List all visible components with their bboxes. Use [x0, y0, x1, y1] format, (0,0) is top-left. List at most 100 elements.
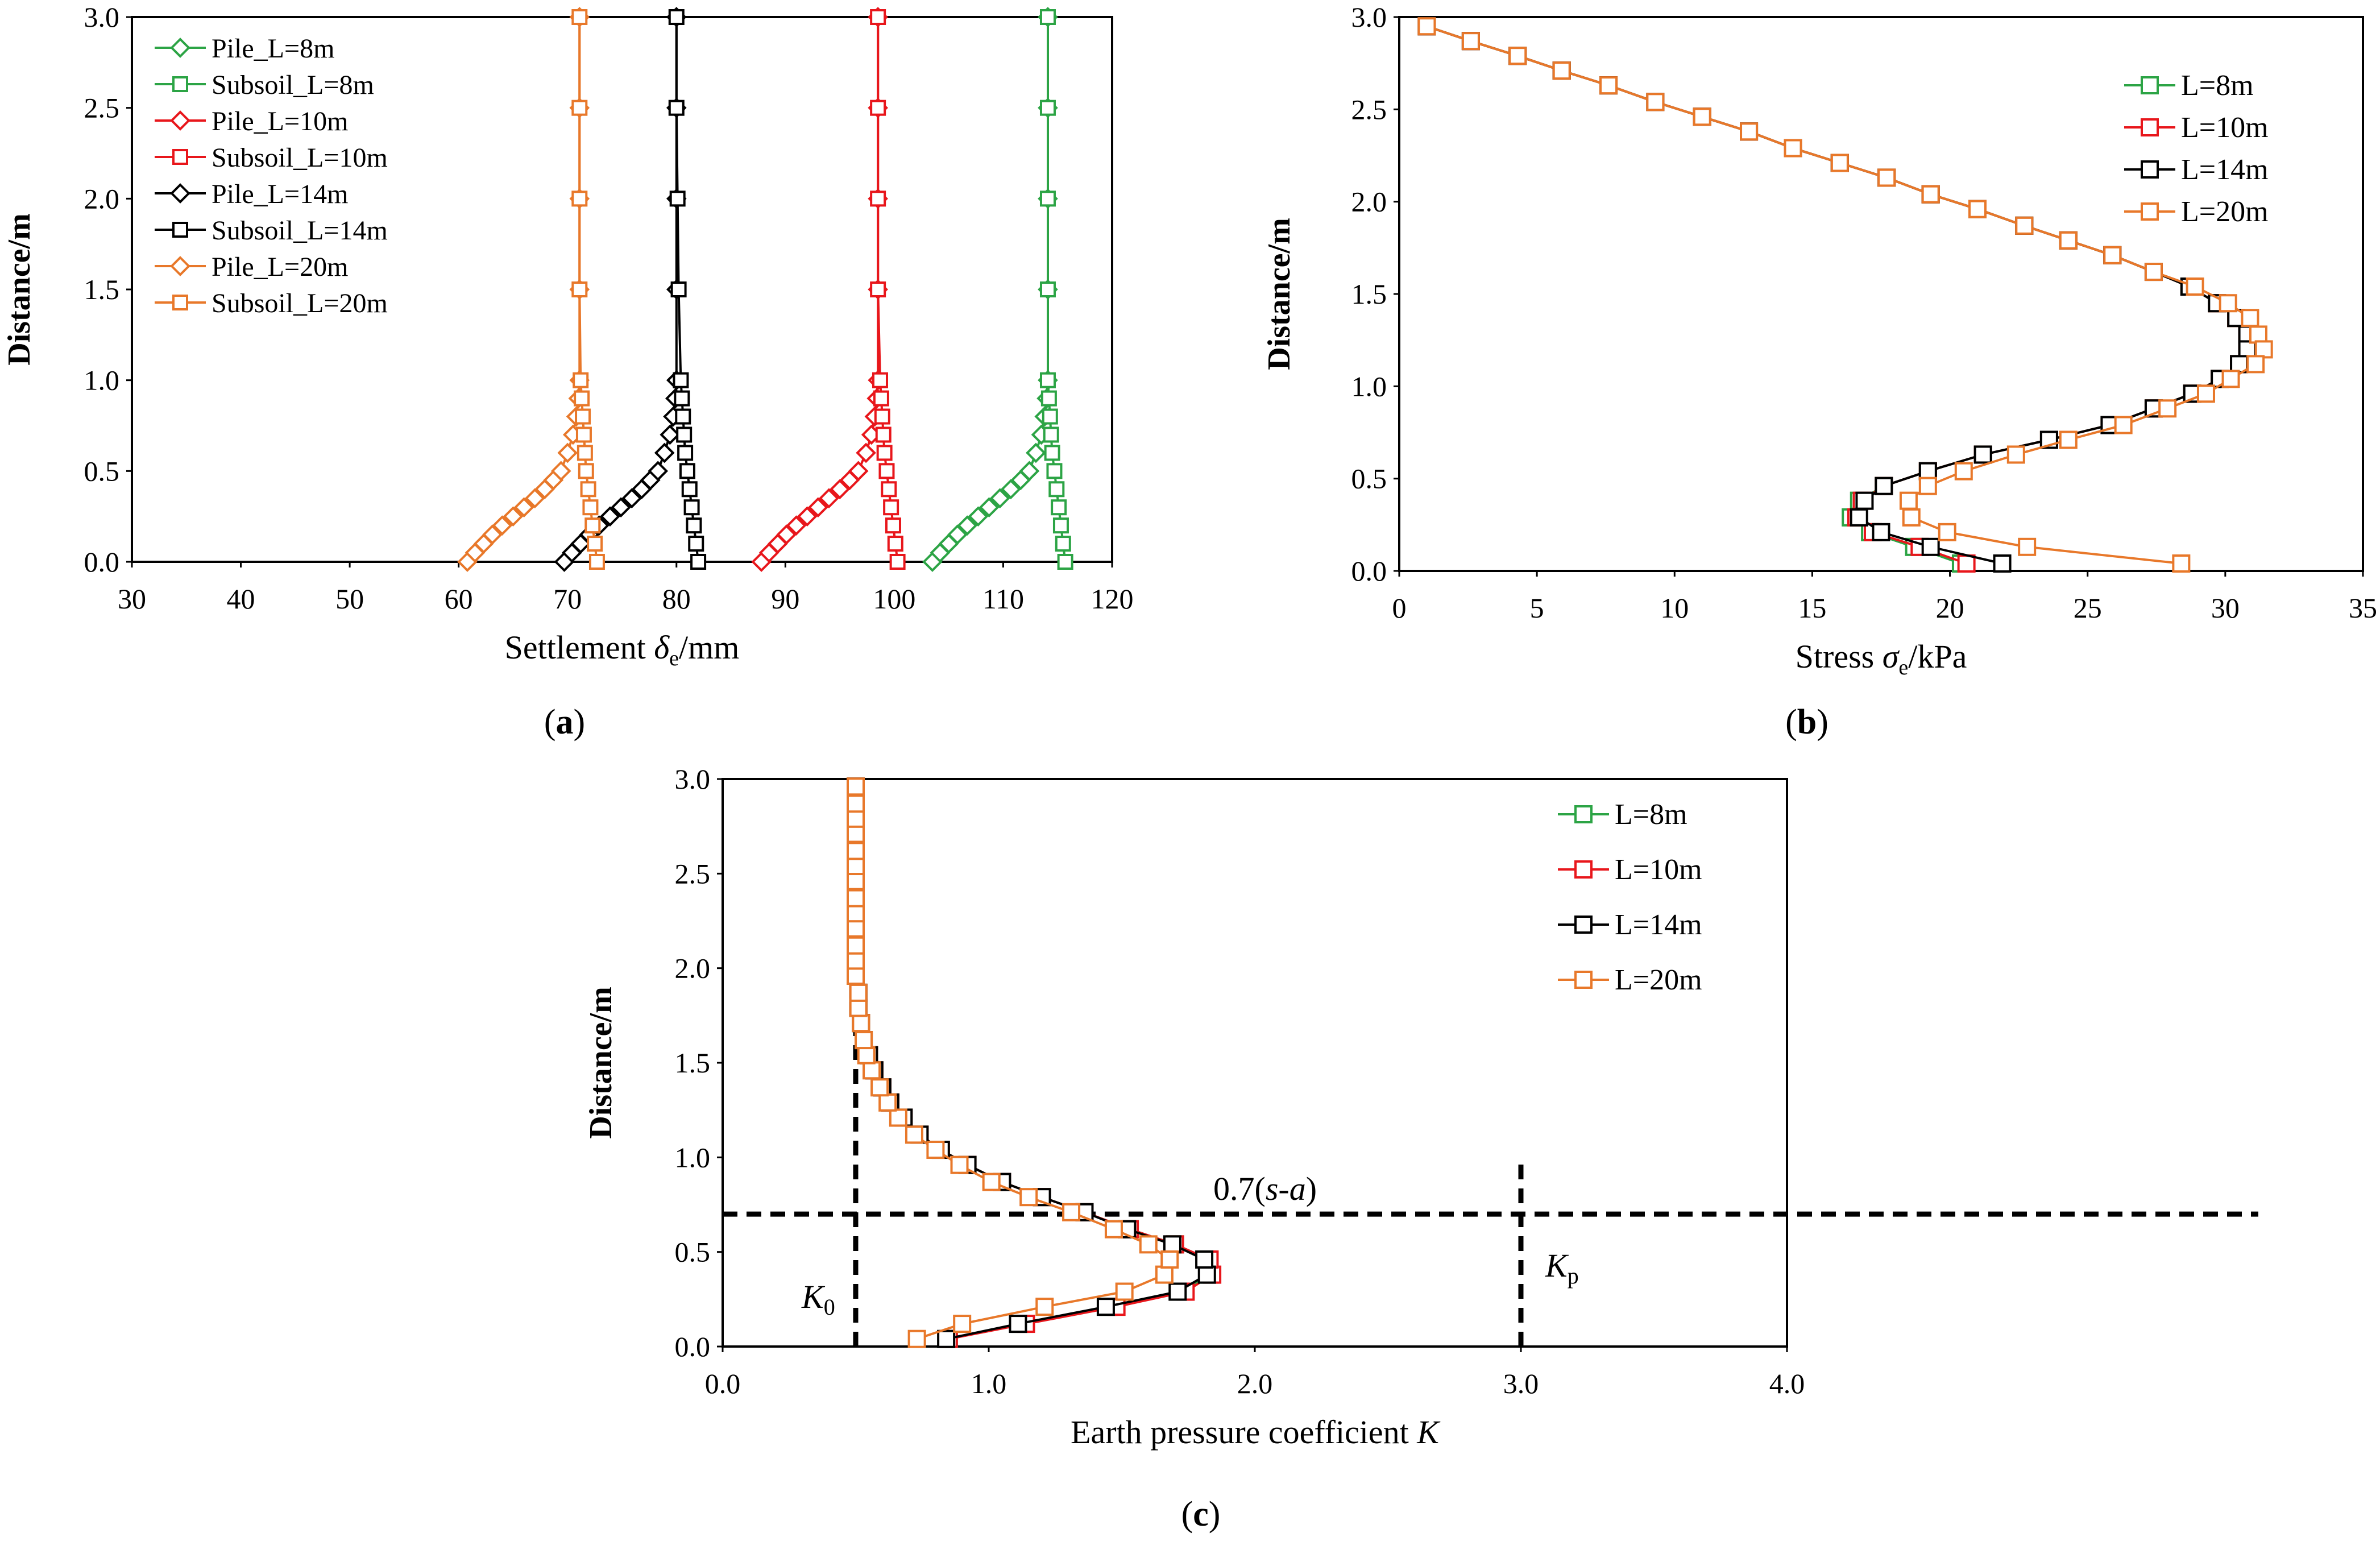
data-point: [1042, 408, 1058, 425]
data-point: [907, 1329, 926, 1348]
data-point: [679, 463, 695, 479]
x-label-unit: /kPa: [1908, 638, 1967, 675]
data-point: [571, 281, 588, 297]
data-point: [847, 889, 865, 908]
data-point: [482, 524, 503, 545]
data-point: [557, 442, 578, 463]
data-point: [855, 1031, 873, 1050]
data-point: [503, 506, 524, 527]
data-point: [849, 983, 868, 1002]
y-tick-label: 0.5: [675, 1236, 711, 1268]
x-tick-label: 100: [873, 583, 915, 615]
legend-marker: [170, 110, 190, 131]
data-point: [1052, 517, 1069, 534]
data-point: [1918, 477, 1937, 495]
panel-label-c: (c): [1181, 1495, 1221, 1534]
legend-marker: [172, 76, 188, 92]
y-tick-label: 3.0: [1351, 1, 1387, 33]
data-point: [2015, 216, 2034, 235]
data-point: [686, 517, 702, 534]
data-point: [575, 408, 591, 425]
legend-marker: [1574, 971, 1593, 989]
data-point: [1993, 554, 2012, 573]
data-point: [688, 536, 704, 552]
data-point: [1784, 139, 1802, 158]
data-point: [950, 1155, 969, 1174]
y-tick-label: 2.5: [675, 858, 711, 889]
legend-marker: [172, 222, 188, 238]
data-point: [1877, 168, 1896, 187]
legend-label: L=8m: [1615, 798, 1687, 831]
legend-item: L=8m: [2124, 69, 2254, 102]
data-point: [673, 372, 689, 388]
data-point: [2186, 277, 2204, 296]
x-axis-label: Earth pressure coefficient K: [1071, 1414, 1441, 1451]
kp-label: Kp: [1545, 1247, 1579, 1289]
data-point: [883, 499, 899, 516]
data-point: [953, 1315, 972, 1333]
data-point: [676, 426, 693, 443]
data-point: [797, 506, 818, 527]
data-point: [968, 506, 989, 527]
data-point: [2114, 416, 2133, 434]
data-point: [669, 190, 686, 207]
data-point: [863, 1061, 881, 1080]
legend-label: Subsoil_L=8m: [212, 70, 374, 100]
data-point: [819, 488, 839, 509]
data-point: [887, 536, 903, 552]
kp-subscript: p: [1568, 1263, 1579, 1289]
data-point: [1039, 190, 1056, 207]
series-pile-l-20m: [457, 7, 590, 572]
data-point: [937, 1329, 956, 1348]
data-point: [786, 515, 807, 536]
data-point: [1048, 481, 1065, 498]
y-tick-label: 2.0: [84, 183, 120, 214]
data-point: [1039, 281, 1056, 297]
legend-label: Pile_L=20m: [212, 252, 348, 282]
data-point: [807, 497, 828, 518]
series-pile-l-10m: [751, 7, 888, 572]
data-point: [571, 190, 588, 207]
data-point: [2144, 263, 2163, 281]
data-point: [876, 445, 893, 461]
y-axis-label: Distance/m: [2, 213, 37, 366]
y-tick-label: 0.0: [675, 1331, 711, 1362]
legend-label: Subsoil_L=14m: [212, 216, 388, 246]
x-tick-label: 5: [1530, 592, 1544, 624]
data-point: [573, 372, 589, 388]
data-point: [1552, 61, 1571, 80]
data-point: [1104, 1220, 1123, 1238]
data-point: [830, 479, 850, 500]
legend-item: L=14m: [1558, 909, 1702, 941]
data-point: [587, 536, 603, 552]
legend-marker: [172, 295, 188, 310]
data-point: [856, 442, 876, 463]
data-point: [1875, 477, 1893, 495]
data-point: [600, 506, 620, 527]
data-point: [1062, 1203, 1081, 1221]
series-subsoil-l-20m: [571, 9, 605, 570]
x-tick-label: 15: [1798, 592, 1826, 624]
series-line: [760, 17, 880, 563]
legend-item: Pile_L=10m: [155, 106, 348, 136]
data-point: [1599, 76, 1618, 95]
data-point: [611, 497, 631, 518]
legend-marker: [1574, 860, 1593, 879]
y-tick-label: 1.0: [1351, 370, 1387, 402]
data-point: [870, 190, 886, 207]
data-point: [957, 515, 978, 536]
data-point: [1830, 154, 1849, 172]
x-label-main: Settlement: [505, 629, 654, 666]
data-point: [1973, 445, 1992, 464]
legend-label: L=14m: [1615, 909, 1702, 941]
data-point: [580, 481, 596, 498]
data-point: [1902, 508, 1921, 527]
chart-c: 0.0 1.0 2.0 3.0 4.0 0.0 0.5 1.0 1.5 2.0 2.5 3.0 Dist…: [583, 763, 2258, 1451]
series-line: [855, 786, 1211, 1340]
data-point: [1035, 1298, 1054, 1316]
x-tick-label: 35: [2349, 592, 2377, 624]
x-tick-label: 0: [1392, 592, 1407, 624]
legend-label: L=8m: [2181, 69, 2254, 102]
data-point: [2172, 554, 2191, 573]
data-point: [582, 499, 599, 516]
